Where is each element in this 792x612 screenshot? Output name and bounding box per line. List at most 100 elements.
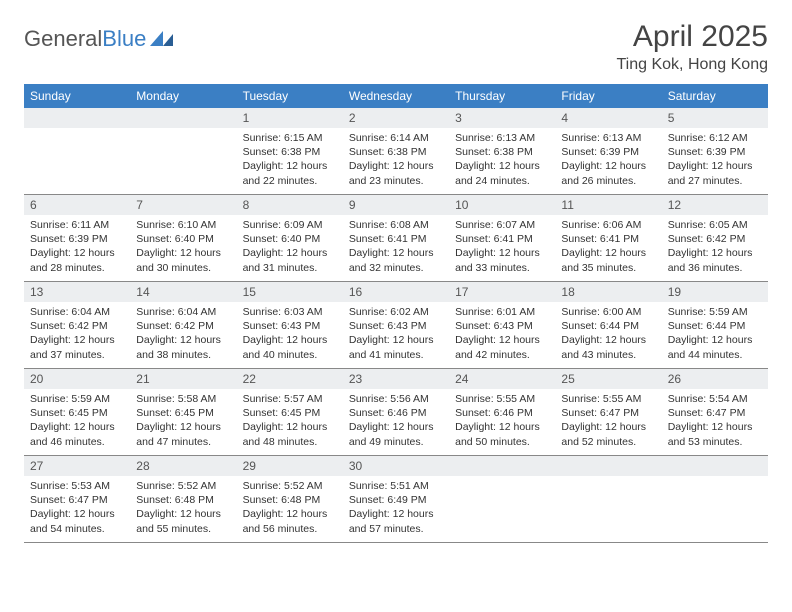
day-details: Sunrise: 6:01 AMSunset: 6:43 PMDaylight:… <box>449 302 555 366</box>
logo-text: GeneralBlue <box>24 26 146 52</box>
calendar-day-cell: 18Sunrise: 6:00 AMSunset: 6:44 PMDayligh… <box>555 282 661 369</box>
calendar-day-cell: 21Sunrise: 5:58 AMSunset: 6:45 PMDayligh… <box>130 369 236 456</box>
day-number: 4 <box>555 108 661 128</box>
day-number: 10 <box>449 195 555 215</box>
calendar-day-cell: 28Sunrise: 5:52 AMSunset: 6:48 PMDayligh… <box>130 456 236 543</box>
day-number: 28 <box>130 456 236 476</box>
day-details: Sunrise: 6:12 AMSunset: 6:39 PMDaylight:… <box>662 128 768 192</box>
day-details: Sunrise: 5:52 AMSunset: 6:48 PMDaylight:… <box>130 476 236 540</box>
calendar-day-cell: 11Sunrise: 6:06 AMSunset: 6:41 PMDayligh… <box>555 195 661 282</box>
day-number: 22 <box>237 369 343 389</box>
day-details: Sunrise: 6:05 AMSunset: 6:42 PMDaylight:… <box>662 215 768 279</box>
calendar-day-cell: 23Sunrise: 5:56 AMSunset: 6:46 PMDayligh… <box>343 369 449 456</box>
day-details: Sunrise: 6:03 AMSunset: 6:43 PMDaylight:… <box>237 302 343 366</box>
calendar-week-row: 1Sunrise: 6:15 AMSunset: 6:38 PMDaylight… <box>24 108 768 195</box>
calendar-day-cell: 26Sunrise: 5:54 AMSunset: 6:47 PMDayligh… <box>662 369 768 456</box>
day-details: Sunrise: 5:54 AMSunset: 6:47 PMDaylight:… <box>662 389 768 453</box>
day-number-bar <box>24 108 130 128</box>
day-number: 3 <box>449 108 555 128</box>
calendar-day-cell: 12Sunrise: 6:05 AMSunset: 6:42 PMDayligh… <box>662 195 768 282</box>
day-number-bar <box>555 456 661 476</box>
logo-part2: Blue <box>102 26 146 51</box>
weekday-header: Thursday <box>449 84 555 108</box>
location: Ting Kok, Hong Kong <box>617 56 769 74</box>
calendar-day-cell: 4Sunrise: 6:13 AMSunset: 6:39 PMDaylight… <box>555 108 661 195</box>
day-details: Sunrise: 5:51 AMSunset: 6:49 PMDaylight:… <box>343 476 449 540</box>
day-number: 21 <box>130 369 236 389</box>
day-number-bar <box>130 108 236 128</box>
day-number: 18 <box>555 282 661 302</box>
day-number: 7 <box>130 195 236 215</box>
day-details: Sunrise: 6:10 AMSunset: 6:40 PMDaylight:… <box>130 215 236 279</box>
day-number-bar <box>449 456 555 476</box>
day-details: Sunrise: 6:13 AMSunset: 6:38 PMDaylight:… <box>449 128 555 192</box>
calendar-day-cell: 19Sunrise: 5:59 AMSunset: 6:44 PMDayligh… <box>662 282 768 369</box>
day-number: 2 <box>343 108 449 128</box>
calendar-empty-cell <box>555 456 661 543</box>
calendar-day-cell: 1Sunrise: 6:15 AMSunset: 6:38 PMDaylight… <box>237 108 343 195</box>
logo-mark-icon <box>150 28 176 51</box>
weekday-header: Monday <box>130 84 236 108</box>
weekday-header: Saturday <box>662 84 768 108</box>
calendar-empty-cell <box>662 456 768 543</box>
calendar-day-cell: 15Sunrise: 6:03 AMSunset: 6:43 PMDayligh… <box>237 282 343 369</box>
month-title: April 2025 <box>617 20 769 54</box>
day-details: Sunrise: 5:55 AMSunset: 6:46 PMDaylight:… <box>449 389 555 453</box>
calendar-empty-cell <box>24 108 130 195</box>
header: GeneralBlue April 2025 Ting Kok, Hong Ko… <box>24 20 768 74</box>
calendar-day-cell: 30Sunrise: 5:51 AMSunset: 6:49 PMDayligh… <box>343 456 449 543</box>
logo-part1: General <box>24 26 102 51</box>
day-number: 11 <box>555 195 661 215</box>
day-number: 20 <box>24 369 130 389</box>
day-number: 15 <box>237 282 343 302</box>
day-number: 13 <box>24 282 130 302</box>
day-number: 12 <box>662 195 768 215</box>
calendar-day-cell: 8Sunrise: 6:09 AMSunset: 6:40 PMDaylight… <box>237 195 343 282</box>
day-number: 27 <box>24 456 130 476</box>
weekday-header: Tuesday <box>237 84 343 108</box>
calendar-week-row: 6Sunrise: 6:11 AMSunset: 6:39 PMDaylight… <box>24 195 768 282</box>
calendar-week-row: 20Sunrise: 5:59 AMSunset: 6:45 PMDayligh… <box>24 369 768 456</box>
calendar-day-cell: 3Sunrise: 6:13 AMSunset: 6:38 PMDaylight… <box>449 108 555 195</box>
day-details: Sunrise: 6:14 AMSunset: 6:38 PMDaylight:… <box>343 128 449 192</box>
day-details: Sunrise: 6:15 AMSunset: 6:38 PMDaylight:… <box>237 128 343 192</box>
day-number: 16 <box>343 282 449 302</box>
day-number: 30 <box>343 456 449 476</box>
day-number: 19 <box>662 282 768 302</box>
calendar-day-cell: 22Sunrise: 5:57 AMSunset: 6:45 PMDayligh… <box>237 369 343 456</box>
calendar-day-cell: 13Sunrise: 6:04 AMSunset: 6:42 PMDayligh… <box>24 282 130 369</box>
day-details: Sunrise: 5:59 AMSunset: 6:44 PMDaylight:… <box>662 302 768 366</box>
calendar-day-cell: 7Sunrise: 6:10 AMSunset: 6:40 PMDaylight… <box>130 195 236 282</box>
day-details: Sunrise: 6:08 AMSunset: 6:41 PMDaylight:… <box>343 215 449 279</box>
title-block: April 2025 Ting Kok, Hong Kong <box>617 20 769 74</box>
day-details: Sunrise: 6:11 AMSunset: 6:39 PMDaylight:… <box>24 215 130 279</box>
weekday-header: Sunday <box>24 84 130 108</box>
day-details: Sunrise: 5:58 AMSunset: 6:45 PMDaylight:… <box>130 389 236 453</box>
calendar-day-cell: 16Sunrise: 6:02 AMSunset: 6:43 PMDayligh… <box>343 282 449 369</box>
calendar-week-row: 13Sunrise: 6:04 AMSunset: 6:42 PMDayligh… <box>24 282 768 369</box>
day-details: Sunrise: 5:53 AMSunset: 6:47 PMDaylight:… <box>24 476 130 540</box>
calendar-empty-cell <box>130 108 236 195</box>
calendar-day-cell: 5Sunrise: 6:12 AMSunset: 6:39 PMDaylight… <box>662 108 768 195</box>
calendar-day-cell: 25Sunrise: 5:55 AMSunset: 6:47 PMDayligh… <box>555 369 661 456</box>
day-details: Sunrise: 5:56 AMSunset: 6:46 PMDaylight:… <box>343 389 449 453</box>
day-details: Sunrise: 5:52 AMSunset: 6:48 PMDaylight:… <box>237 476 343 540</box>
day-number: 29 <box>237 456 343 476</box>
day-details: Sunrise: 6:06 AMSunset: 6:41 PMDaylight:… <box>555 215 661 279</box>
calendar-day-cell: 24Sunrise: 5:55 AMSunset: 6:46 PMDayligh… <box>449 369 555 456</box>
day-number: 1 <box>237 108 343 128</box>
weekday-header-row: SundayMondayTuesdayWednesdayThursdayFrid… <box>24 84 768 108</box>
weekday-header: Friday <box>555 84 661 108</box>
calendar-table: SundayMondayTuesdayWednesdayThursdayFrid… <box>24 84 768 543</box>
day-number: 8 <box>237 195 343 215</box>
day-details: Sunrise: 6:04 AMSunset: 6:42 PMDaylight:… <box>24 302 130 366</box>
day-number: 9 <box>343 195 449 215</box>
day-number: 24 <box>449 369 555 389</box>
day-details: Sunrise: 6:09 AMSunset: 6:40 PMDaylight:… <box>237 215 343 279</box>
calendar-week-row: 27Sunrise: 5:53 AMSunset: 6:47 PMDayligh… <box>24 456 768 543</box>
calendar-day-cell: 9Sunrise: 6:08 AMSunset: 6:41 PMDaylight… <box>343 195 449 282</box>
day-details: Sunrise: 5:57 AMSunset: 6:45 PMDaylight:… <box>237 389 343 453</box>
day-number-bar <box>662 456 768 476</box>
calendar-day-cell: 29Sunrise: 5:52 AMSunset: 6:48 PMDayligh… <box>237 456 343 543</box>
day-details: Sunrise: 6:02 AMSunset: 6:43 PMDaylight:… <box>343 302 449 366</box>
